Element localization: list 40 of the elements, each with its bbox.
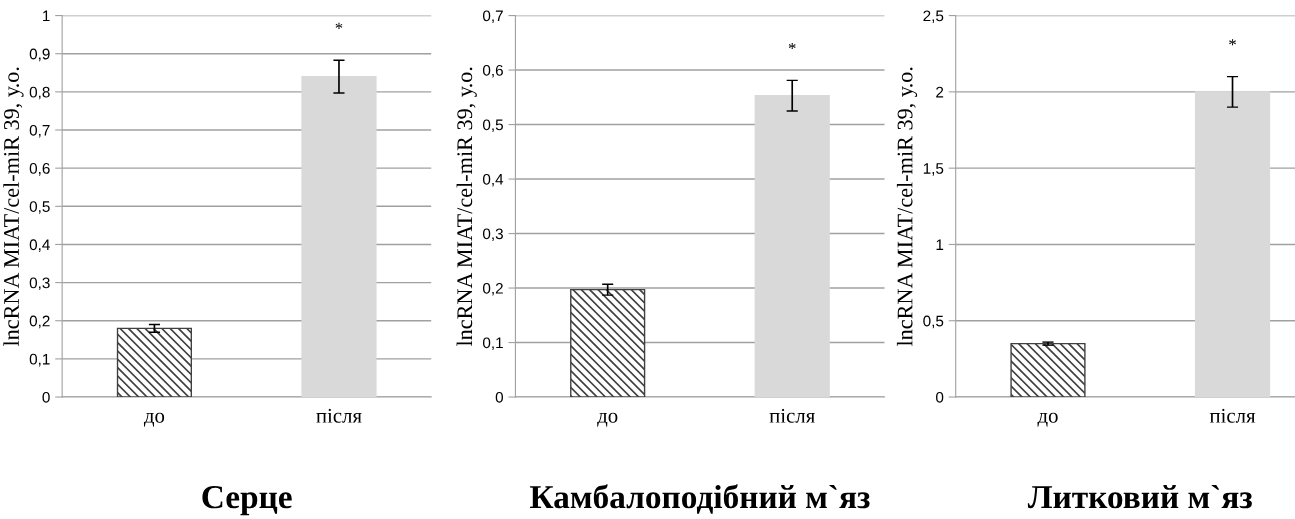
x-tick-label: до (1037, 412, 1058, 427)
annotation: * (335, 22, 343, 29)
y-axis-title: lncRNA MIAT/cel-miR 39, у.о. (896, 67, 918, 347)
y-tick-label: 0,4 (29, 239, 50, 252)
y-tick-label: 0,2 (29, 315, 50, 329)
y-tick-label: 0,9 (29, 48, 50, 62)
y-tick-label: 0,1 (29, 353, 50, 367)
annotation: * (788, 43, 796, 50)
text: Литковий м`яз (1027, 484, 1252, 509)
y-tick-label: 1 (43, 10, 50, 22)
y-tick-label: 2,5 (923, 10, 944, 24)
y-tick-label: 0,2 (482, 282, 503, 296)
y-tick-label: 0,7 (482, 10, 503, 24)
x-tick-label: після (316, 408, 362, 423)
y-tick-label: 0,8 (29, 86, 50, 100)
y-tick-label: 1,5 (923, 163, 944, 176)
y-tick-label: 0,3 (29, 277, 50, 291)
y-tick-label: 0 (42, 391, 50, 403)
y-tick-label: 0,6 (482, 64, 503, 78)
x-tick-label: до (143, 412, 165, 427)
y-tick-label: 0,5 (923, 315, 944, 329)
y-tick-label: 0 (936, 391, 944, 403)
y-tick-label: 0,6 (29, 163, 50, 176)
x-tick-label: до (597, 412, 618, 427)
annotation: * (1229, 39, 1236, 46)
y-tick-label: 1 (936, 239, 944, 250)
y-tick-label: 0,5 (482, 119, 503, 133)
y-axis-title: lncRNA MIAT/cel-miR 39, у.о. (456, 67, 477, 347)
y-tick-label: 0,5 (29, 201, 50, 214)
y-tick-label: 0,3 (482, 228, 503, 242)
y-tick-label: 2 (936, 86, 944, 98)
x-tick-label: після (769, 408, 815, 423)
text: Камбалоподібний м`яз (530, 484, 870, 514)
y-axis-title: lncRNA MIAT/cel-miR 39, у.о. (3, 67, 24, 347)
x-tick-label: після (1209, 408, 1256, 423)
y-tick-label: 0,7 (29, 124, 50, 138)
y-tick-label: 0,1 (482, 337, 503, 351)
y-tick-label: 0 (495, 391, 504, 403)
text: Серце (202, 485, 292, 516)
y-tick-label: 0,4 (482, 173, 504, 187)
